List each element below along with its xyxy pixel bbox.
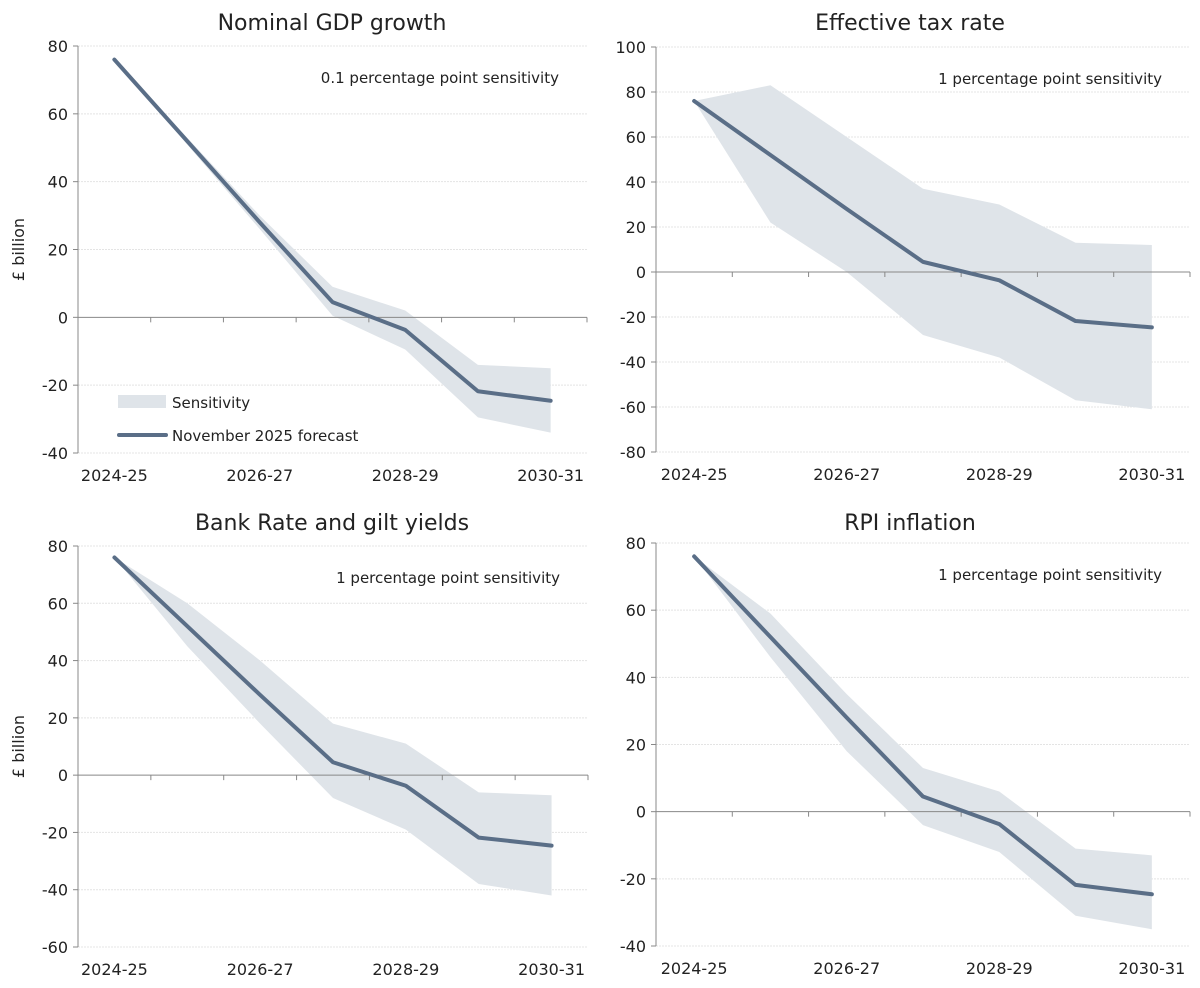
chart-title: Effective tax rate [815,11,1005,36]
y-tick-label: 0 [58,766,68,785]
legend-band-label: Sensitivity [172,394,250,412]
x-tick-label: 2030-31 [518,960,585,979]
y-tick-label: 60 [626,128,646,147]
chart-title: Bank Rate and gilt yields [195,511,469,536]
x-tick-label: 2030-31 [517,466,584,485]
y-tick-label: -20 [42,823,68,842]
chart-title: RPI inflation [844,511,976,536]
y-tick-label: 20 [48,709,68,728]
sensitivity-band [694,85,1152,410]
y-axis-label: £ billion [9,715,28,778]
x-tick-label: 2024-25 [81,466,148,485]
sensitivity-annotation: 1 percentage point sensitivity [336,569,560,587]
y-tick-label: -60 [620,398,646,417]
x-tick-label: 2030-31 [1118,465,1185,484]
y-tick-label: -80 [620,443,646,462]
y-tick-label: 20 [48,241,68,260]
y-tick-label: 80 [48,537,68,556]
sensitivity-annotation: 1 percentage point sensitivity [938,70,1162,88]
y-tick-label: -20 [620,308,646,327]
legend-band-swatch [118,395,166,408]
x-tick-label: 2026-27 [813,465,880,484]
y-tick-label: 80 [626,534,646,553]
x-tick-label: 2030-31 [1118,959,1185,978]
x-tick-label: 2024-25 [661,959,728,978]
forecast-line [112,57,553,403]
x-tick-label: 2024-25 [661,465,728,484]
panel-3: Bank Rate and gilt yields -60 -40 -20 0 20 40 6… [9,511,589,979]
y-tick-label: -60 [42,938,68,957]
y-tick-label: -20 [42,376,68,395]
forecast-line [692,554,1154,897]
panel-2: Effective tax rate -80 -60 -40 -20 0 20 40 60 80 1… [615,11,1191,484]
y-tick-label: 40 [626,668,646,687]
x-tick-label: 2026-27 [227,960,294,979]
y-tick-label: 60 [48,594,68,613]
y-tick-label: 20 [626,218,646,237]
chart-title: Nominal GDP growth [218,11,447,36]
y-tick-label: -40 [620,937,646,956]
sensitivity-band [114,557,552,896]
legend-line-label: November 2025 forecast [172,427,359,445]
y-tick-label: 0 [636,803,646,822]
x-tick-label: 2026-27 [813,959,880,978]
y-tick-label: 60 [48,105,68,124]
y-tick-label: 80 [48,37,68,56]
sensitivity-annotation: 0.1 percentage point sensitivity [321,69,559,87]
sensitivity-band [694,556,1152,930]
y-tick-label: 60 [626,601,646,620]
y-tick-label: 100 [615,38,646,57]
y-tick-label: 0 [58,308,68,327]
y-tick-label: -40 [42,444,68,463]
y-tick-label: 40 [626,173,646,192]
legend: Sensitivity November 2025 forecast [117,394,359,445]
y-tick-label: -20 [620,870,646,889]
sensitivity-band [114,59,551,433]
y-tick-label: -40 [42,881,68,900]
panel-1: Nominal GDP growth -40 -20 0 20 40 60 80 £ billi… [9,11,588,485]
x-tick-label: 2028-29 [966,465,1033,484]
x-tick-label: 2024-25 [81,960,148,979]
sensitivity-annotation: 1 percentage point sensitivity [938,566,1162,584]
panel-4: RPI inflation -40 -20 0 20 40 60 80 2024-25 2026-… [620,511,1191,978]
y-tick-label: 80 [626,83,646,102]
x-tick-label: 2028-29 [372,960,439,979]
x-tick-label: 2028-29 [372,466,439,485]
y-tick-label: 40 [48,173,68,192]
y-tick-label: 40 [48,652,68,671]
y-axis-label: £ billion [9,218,28,281]
y-tick-label: 0 [636,263,646,282]
x-tick-label: 2026-27 [226,466,293,485]
y-tick-label: 20 [626,736,646,755]
y-tick-label: -40 [620,353,646,372]
x-tick-label: 2028-29 [966,959,1033,978]
